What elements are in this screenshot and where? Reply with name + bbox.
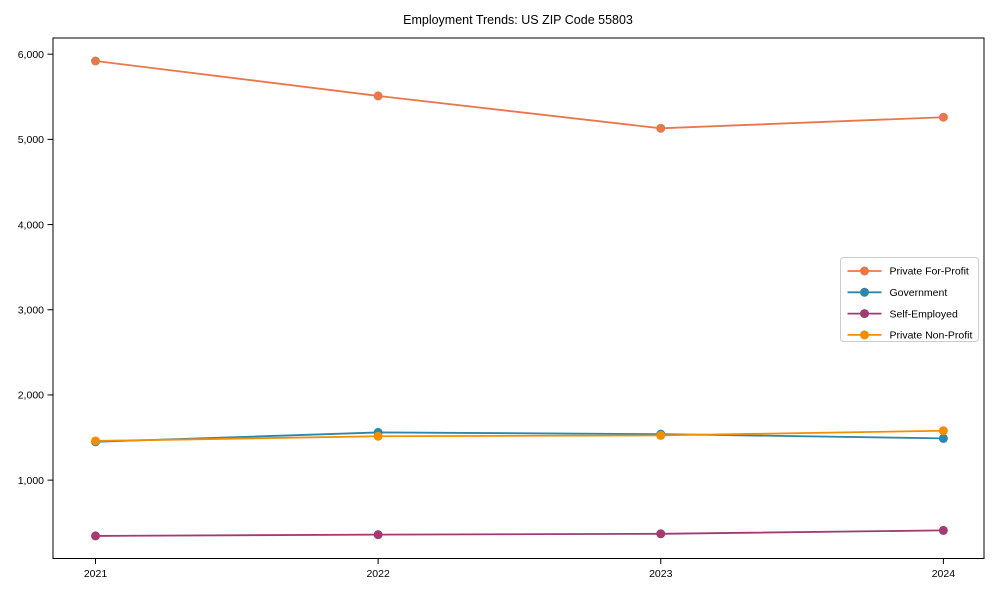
- legend-label: Private Non-Profit: [890, 330, 973, 342]
- private-non-profit-line: [95, 429, 944, 442]
- private-for-profit-point-2024: [938, 112, 948, 122]
- chart-title: Employment Trends: US ZIP Code 55803: [403, 13, 633, 27]
- legend-entry-self-employed: Self-Employed: [847, 308, 958, 320]
- y-tick-label-2000: 2,000: [18, 390, 44, 402]
- legend-box: [840, 257, 979, 342]
- legend-entry-government: Government: [847, 287, 948, 299]
- self-employed-line: [95, 529, 944, 537]
- series-private-for-profit: [91, 56, 948, 133]
- x-tick-label-2024: 2024: [932, 568, 956, 580]
- self-employed-point-2022: [373, 530, 383, 540]
- private-for-profit-line: [95, 60, 944, 130]
- y-tick-label-5000: 5,000: [18, 134, 44, 146]
- legend-marker-icon: [860, 330, 869, 340]
- self-employed-point-2024: [938, 525, 948, 535]
- plot-border: [52, 37, 985, 559]
- plot-area: [52, 37, 985, 559]
- private-for-profit-point-2022: [373, 91, 383, 101]
- private-non-profit-point-2023: [656, 430, 666, 440]
- self-employed-point-2023: [656, 529, 666, 539]
- self-employed-point-2021: [91, 531, 100, 541]
- private-for-profit-point-2021: [91, 56, 100, 66]
- legend-label: Self-Employed: [890, 308, 958, 320]
- legend-label: Government: [890, 287, 948, 299]
- legend-entry-private-non-profit: Private Non-Profit: [847, 330, 973, 342]
- private-non-profit-point-2024: [938, 426, 948, 436]
- x-tick-label-2022: 2022: [366, 568, 390, 580]
- legend-label: Private For-Profit: [890, 266, 969, 278]
- government-line: [95, 431, 944, 443]
- series-self-employed: [91, 525, 948, 541]
- government-point-2024: [938, 433, 948, 443]
- legend-marker-icon: [860, 266, 869, 276]
- private-non-profit-point-2021: [91, 436, 100, 446]
- axes: 1,000 2,000 3,000 4,000 5,000 6,000 2021 2022 20…: [18, 49, 956, 580]
- series-government: [91, 427, 948, 447]
- data-series: [91, 56, 948, 541]
- x-tick-label-2023: 2023: [649, 568, 673, 580]
- y-tick-label-3000: 3,000: [18, 304, 44, 316]
- private-non-profit-point-2022: [373, 431, 383, 441]
- y-tick-label-6000: 6,000: [18, 49, 44, 61]
- legend-marker-icon: [860, 309, 869, 319]
- y-tick-label-1000: 1,000: [18, 475, 44, 487]
- legend-entry-private-for-profit: Private For-Profit: [847, 266, 969, 278]
- legend: Private For-Profit Government Self-Employe…: [840, 257, 979, 342]
- y-tick-label-4000: 4,000: [18, 219, 44, 231]
- legend-marker-icon: [860, 287, 869, 297]
- x-tick-label-2021: 2021: [84, 568, 108, 580]
- series-private-non-profit: [91, 426, 948, 446]
- private-for-profit-point-2023: [656, 123, 666, 133]
